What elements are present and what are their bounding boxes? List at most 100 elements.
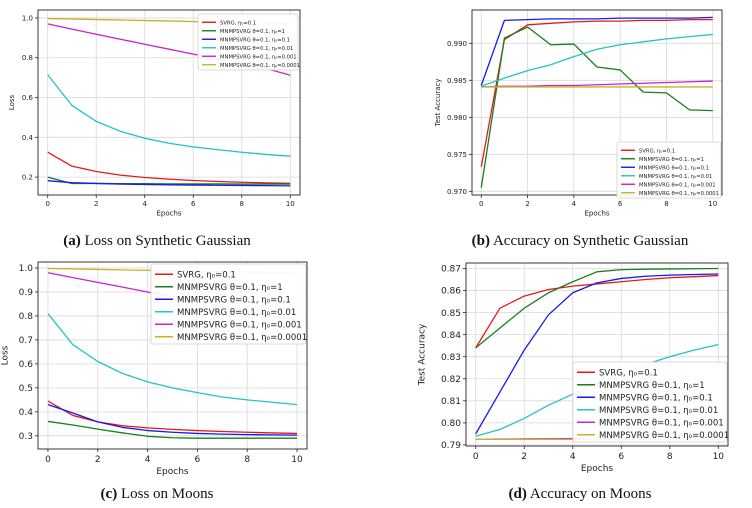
- y-tick-label: 0.3: [19, 432, 33, 442]
- caption-b: (b) Accuracy on Synthetic Gaussian: [472, 233, 689, 250]
- series-line: [481, 80, 713, 88]
- x-tick-label: 8: [664, 200, 668, 208]
- legend-label: MNMPSVRG θ=0.1, η₀=0.1: [599, 393, 713, 403]
- x-tick-label: 0: [473, 452, 479, 462]
- legend: SVRG, η₀=0.1 MNMPSVRG θ=0.1, η₀=1 MNMPSVRG…: [616, 141, 722, 199]
- x-axis-label: Epochs: [156, 210, 181, 218]
- legend-box: [197, 13, 299, 71]
- x-tick-label: 8: [244, 455, 250, 465]
- y-tick-label: 0.87: [441, 265, 461, 275]
- caption-tag: (d): [508, 486, 527, 502]
- y-axis-label: Loss: [0, 345, 10, 365]
- series-line: [47, 74, 291, 157]
- legend-label: MNMPSVRG θ=0.1, η₀=0.01: [220, 46, 293, 52]
- series-line: [47, 400, 298, 435]
- legend-label: MNMPSVRG θ=0.1, η₀=1: [599, 381, 705, 391]
- series-line: [47, 420, 298, 439]
- series-line: [47, 404, 298, 436]
- x-tick-label: 0: [45, 455, 51, 465]
- x-tick-label: 2: [525, 200, 529, 208]
- x-tick-label: 2: [95, 455, 101, 465]
- legend-box: [572, 361, 728, 443]
- y-tick-label: 0.5: [19, 384, 33, 394]
- legend-label: MNMPSVRG θ=0.1, η₀=0.001: [177, 320, 302, 330]
- axis-ticks: 0 2 4 6 8 10 0.2 0.4 0.6 0.8 1.0: [22, 14, 295, 208]
- legend-label: MNMPSVRG θ=0.1, η₀=1: [639, 157, 704, 163]
- y-tick-label: 0.4: [19, 408, 34, 418]
- chart-panel-0: 0 2 4 6 8 10 0.2 0.4 0.6 0.8 1.0 Epochs Loss SVRG, η₀…: [8, 9, 301, 218]
- y-tick-label: 0.6: [22, 94, 34, 102]
- x-axis-label: Epochs: [584, 210, 609, 218]
- y-axis-label: Test Accuracy: [434, 79, 442, 128]
- axis-ticks: 0 2 4 6 8 10 0.3 0.4 0.5 0.6 0.7 0.8 0.9 1.0: [19, 264, 303, 465]
- y-tick-label: 0.985: [447, 77, 467, 85]
- y-tick-label: 0.990: [447, 40, 467, 48]
- caption-a: (a) Loss on Synthetic Gaussian: [63, 233, 251, 250]
- y-axis-label: Test Accuracy: [418, 323, 428, 386]
- x-tick-label: 6: [191, 200, 196, 208]
- y-tick-label: 0.7: [19, 336, 33, 346]
- legend-label: SVRG, η₀=0.1: [220, 21, 256, 27]
- chart-panel-2: 0 2 4 6 8 10 0.3 0.4 0.5 0.6 0.7 0.8 0.9 1.0 Epochs Los…: [0, 261, 308, 477]
- x-tick-label: 10: [713, 452, 725, 462]
- y-tick-label: 0.970: [447, 188, 467, 196]
- legend-label: SVRG, η₀=0.1: [639, 149, 675, 155]
- legend-label: MNMPSVRG θ=0.1, η₀=1: [177, 283, 283, 293]
- legend-label: MNMPSVRG θ=0.1, η₀=0.001: [639, 183, 716, 189]
- y-axis-label: Loss: [8, 94, 16, 110]
- series-line: [481, 33, 713, 87]
- legend-label: MNMPSVRG θ=0.1, η₀=0.0001: [599, 431, 729, 441]
- x-tick-label: 8: [240, 200, 244, 208]
- y-tick-label: 0.81: [441, 397, 461, 407]
- axis-ticks: 0 2 4 6 8 10 0.79 0.80 0.81 0.82 0.83 0.84 0.85 0.86 0…: [441, 265, 724, 462]
- x-tick-label: 6: [618, 452, 624, 462]
- y-tick-label: 0.79: [441, 441, 461, 451]
- x-axis-label: Epochs: [581, 464, 614, 474]
- legend-label: SVRG, η₀=0.1: [177, 270, 236, 280]
- legend-box: [150, 263, 307, 345]
- legend-label: MNMPSVRG θ=0.1, η₀=0.0001: [177, 333, 307, 343]
- y-tick-label: 0.83: [441, 353, 461, 363]
- y-tick-label: 0.80: [441, 419, 461, 429]
- y-tick-label: 0.8: [19, 312, 34, 322]
- legend-label: MNMPSVRG θ=0.1, η₀=0.001: [599, 418, 724, 428]
- caption-text: Accuracy on Moons: [529, 486, 652, 502]
- legend-label: MNMPSVRG θ=0.1, η₀=0.1: [639, 166, 709, 172]
- legend-label: SVRG, η₀=0.1: [599, 368, 658, 378]
- y-tick-label: 0.85: [441, 309, 461, 319]
- legend-label: MNMPSVRG θ=0.1, η₀=0.1: [220, 38, 290, 44]
- y-tick-label: 0.8: [22, 54, 33, 62]
- x-tick-label: 6: [618, 200, 623, 208]
- series-lines: [47, 17, 291, 187]
- caption-text: Loss on Moons: [120, 486, 214, 502]
- caption-text: Loss on Synthetic Gaussian: [84, 233, 251, 249]
- legend-label: MNMPSVRG θ=0.1, η₀=0.0001: [639, 191, 719, 197]
- series-line: [475, 274, 719, 349]
- y-tick-label: 1.0: [19, 264, 34, 274]
- legend: SVRG, η₀=0.1 MNMPSVRG θ=0.1, η₀=1 MNMPSVRG…: [572, 361, 729, 443]
- series-line: [475, 267, 719, 349]
- caption-text: Accuracy on Synthetic Gaussian: [492, 233, 689, 249]
- series-line: [47, 180, 291, 187]
- series-line: [47, 313, 298, 406]
- x-tick-label: 4: [145, 455, 151, 465]
- legend-label: MNMPSVRG θ=0.1, η₀=0.1: [177, 295, 291, 305]
- legend-label: MNMPSVRG θ=0.1, η₀=0.01: [177, 308, 296, 318]
- y-tick-label: 0.86: [441, 287, 461, 297]
- x-tick-label: 4: [570, 452, 576, 462]
- caption-tag: (c): [100, 486, 118, 502]
- x-tick-label: 2: [521, 452, 527, 462]
- x-tick-label: 8: [667, 452, 673, 462]
- legend-label: MNMPSVRG θ=0.1, η₀=0.0001: [220, 63, 300, 69]
- plot-frame: [37, 9, 301, 196]
- x-tick-label: 4: [572, 200, 577, 208]
- plot-frame: [471, 9, 723, 196]
- series-line: [480, 18, 713, 167]
- y-tick-label: 0.6: [19, 360, 34, 370]
- legend-label: MNMPSVRG θ=0.1, η₀=0.01: [639, 174, 712, 180]
- x-tick-label: 6: [195, 455, 201, 465]
- chart-panel-3: 0 2 4 6 8 10 0.79 0.80 0.81 0.82 0.83 0.84 0.85 0.86 0…: [418, 262, 729, 474]
- legend-label: MNMPSVRG θ=0.1, η₀=0.01: [599, 406, 718, 416]
- caption-tag: (b): [471, 233, 491, 249]
- y-tick-label: 0.975: [447, 151, 467, 159]
